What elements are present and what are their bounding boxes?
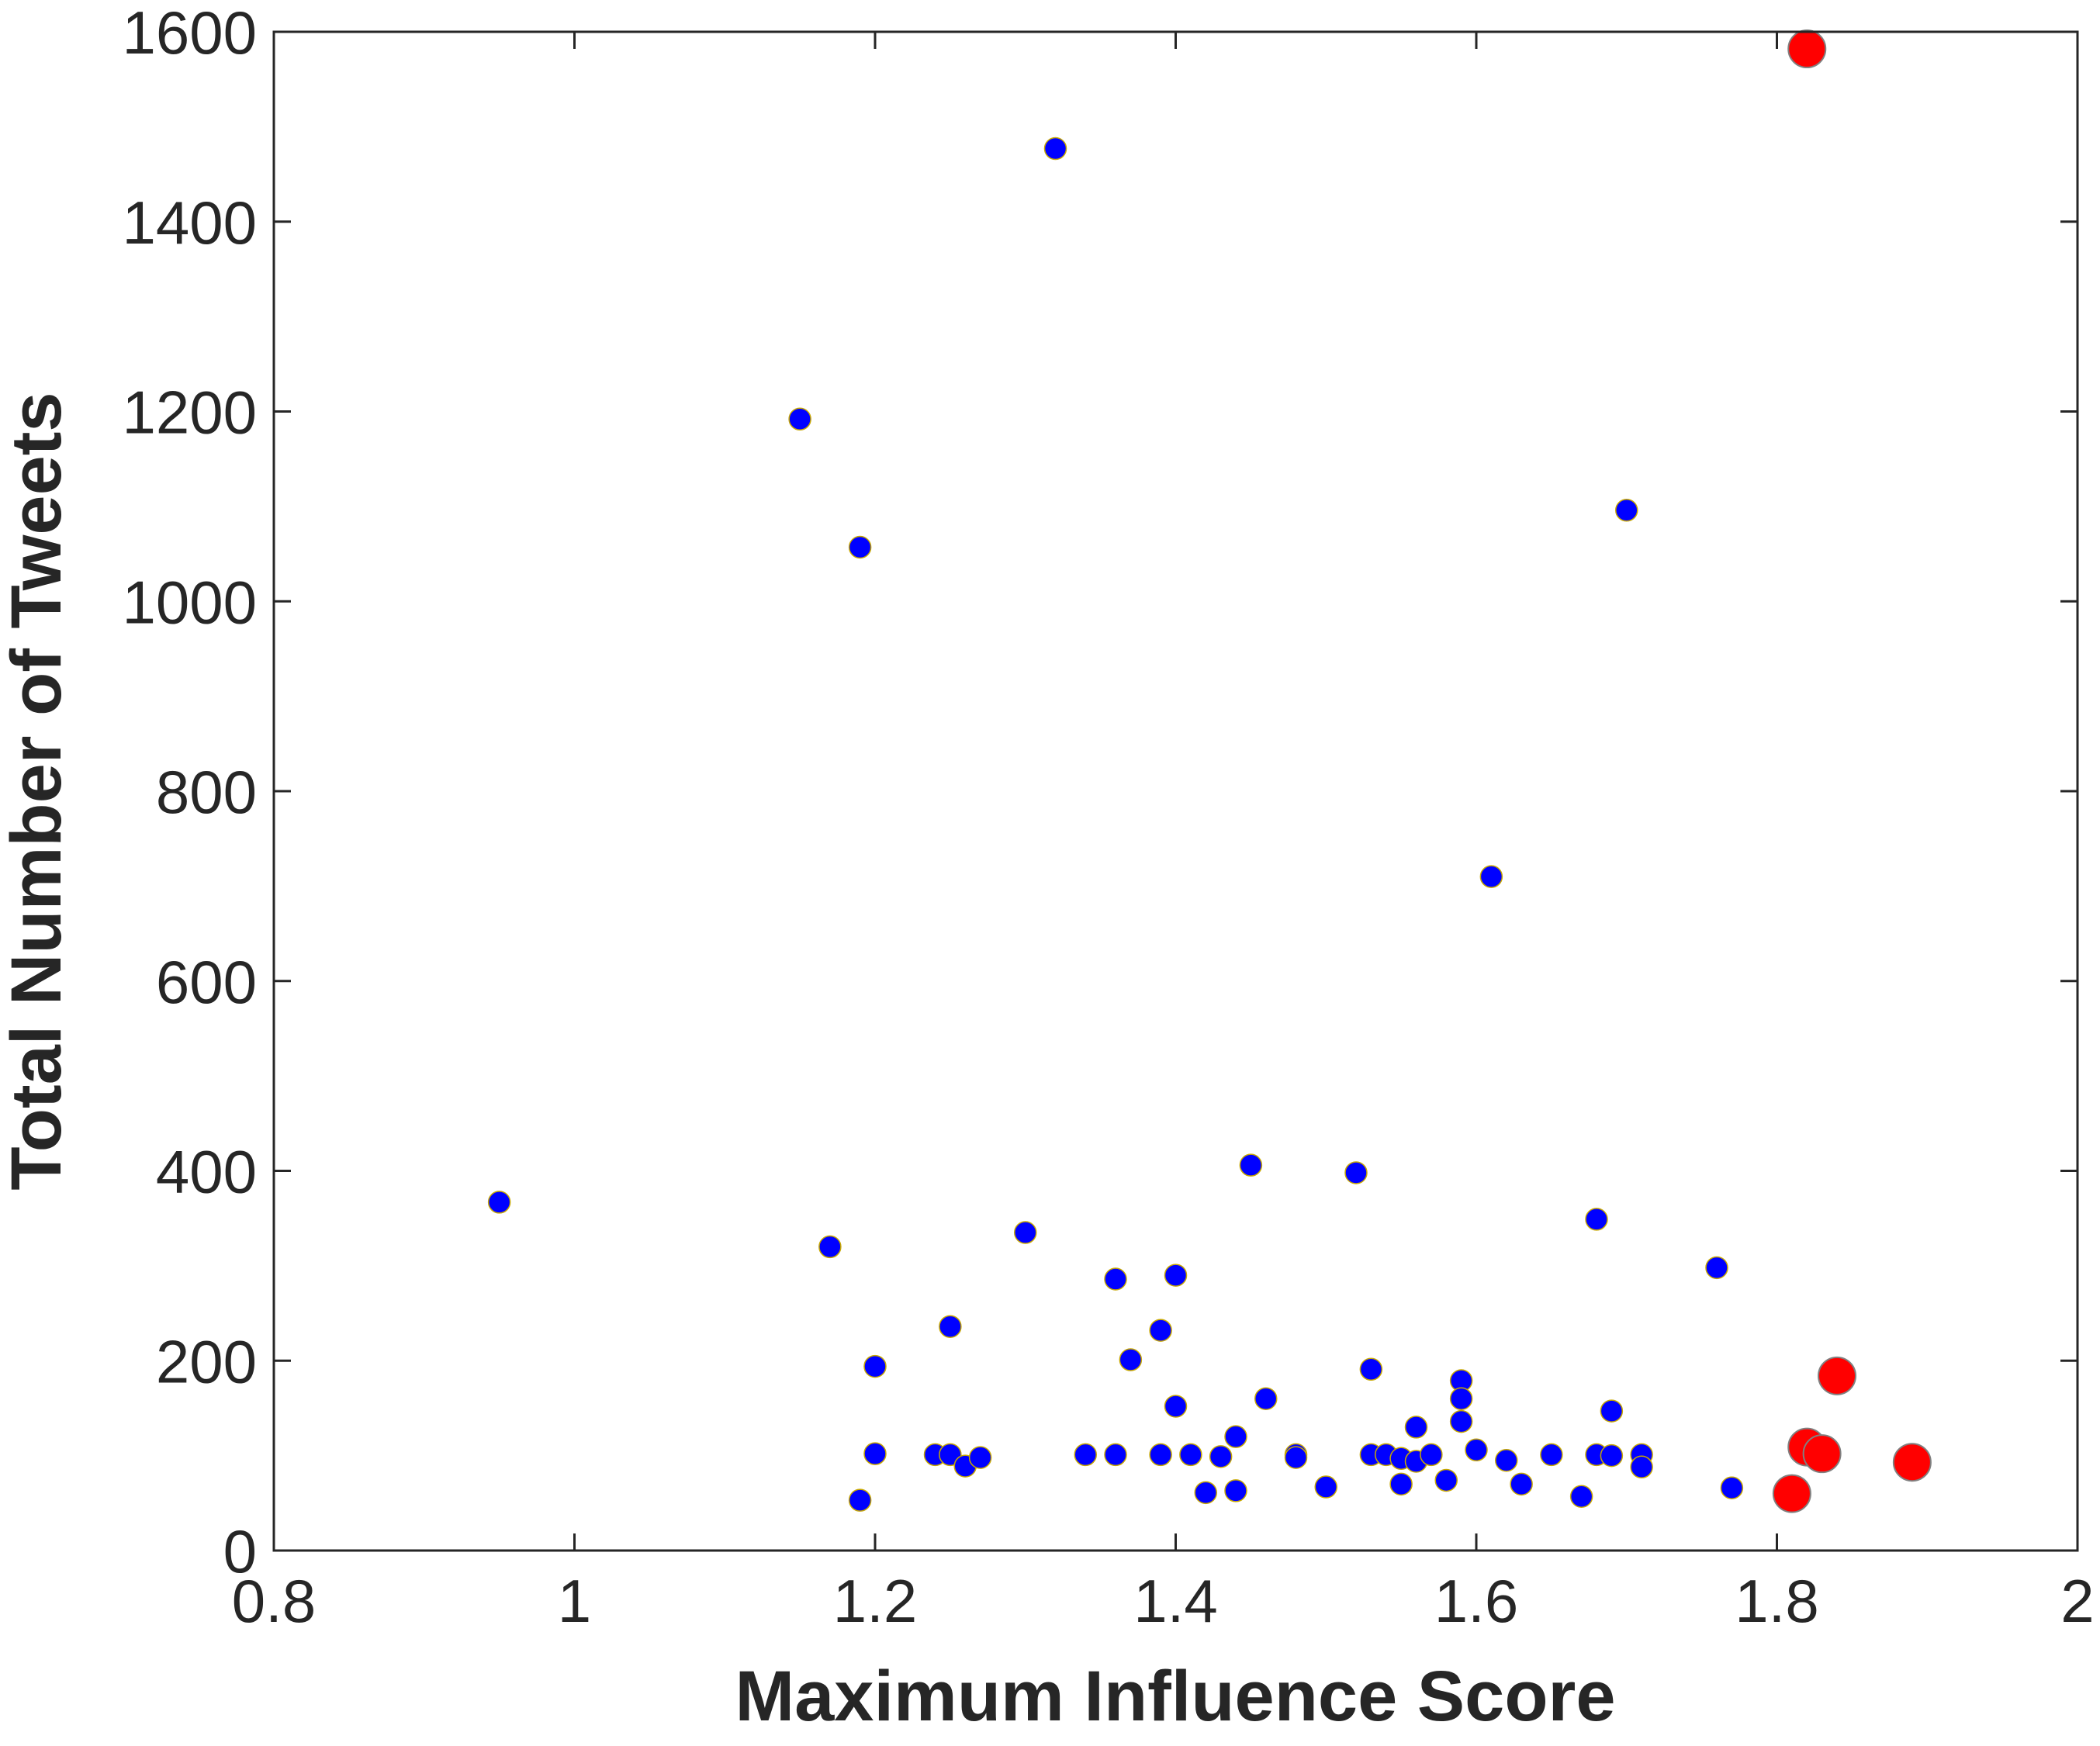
y-tick-label: 800	[156, 758, 257, 826]
data-point-blue	[1600, 1399, 1624, 1423]
data-point-red	[1892, 1443, 1932, 1482]
data-point-blue	[848, 1488, 872, 1512]
x-tick-label: 0.8	[232, 1567, 316, 1635]
y-tick-label: 1400	[122, 188, 257, 257]
data-point-blue	[1495, 1448, 1518, 1472]
data-point-red	[1802, 1434, 1842, 1474]
data-point-blue	[1074, 1443, 1097, 1467]
data-point-blue	[1569, 1485, 1593, 1508]
y-tick-label: 200	[156, 1327, 257, 1395]
data-point-blue	[1164, 1395, 1188, 1418]
data-point-blue	[1630, 1455, 1653, 1479]
x-tick-label: 1.4	[1133, 1567, 1217, 1635]
data-point-blue	[1149, 1319, 1172, 1342]
data-point-blue	[848, 535, 872, 559]
x-tick-label: 1.6	[1434, 1567, 1518, 1635]
data-point-red	[1772, 1474, 1811, 1513]
data-point-blue	[968, 1446, 992, 1469]
data-point-red	[1818, 1356, 1856, 1395]
y-tick-label: 600	[156, 948, 257, 1016]
data-point-blue	[939, 1315, 962, 1338]
data-point-blue	[1043, 137, 1067, 161]
data-point-blue	[487, 1191, 511, 1214]
y-axis-title: Total Number of Tweets	[0, 392, 76, 1190]
data-point-blue	[1314, 1475, 1337, 1499]
data-point-blue	[1720, 1476, 1744, 1499]
data-point-blue	[1149, 1443, 1172, 1467]
data-point-blue	[1209, 1445, 1233, 1468]
tick-labels: 0.8 1 1.2 1.4 1.6 1.8 2 0 200 400 600 800 1000 1200 14…	[122, 0, 2094, 1635]
y-tick-label: 1600	[122, 0, 257, 67]
data-point-blue	[1510, 1472, 1533, 1496]
data-point-blue	[863, 1354, 887, 1378]
data-point-blue	[1239, 1153, 1263, 1177]
data-point-blue	[1254, 1387, 1278, 1410]
plot-area-frame	[272, 30, 2079, 1552]
data-point-red	[1787, 29, 1827, 69]
x-tick-label: 1.2	[833, 1567, 917, 1635]
data-point-blue	[1104, 1267, 1127, 1291]
data-point-blue	[1224, 1425, 1247, 1448]
data-point-blue	[1194, 1481, 1217, 1505]
data-point-blue	[1600, 1443, 1624, 1468]
data-point-blue	[1479, 865, 1503, 888]
y-tick-label: 1200	[122, 379, 257, 447]
data-point-blue	[1119, 1348, 1143, 1371]
data-point-blue	[1284, 1446, 1308, 1469]
data-point-blue	[1449, 1387, 1473, 1410]
x-axis-title: Maximum Influence Score	[735, 1657, 1616, 1736]
x-tick-label: 2	[2060, 1567, 2094, 1635]
data-point-blue	[1104, 1443, 1127, 1467]
data-point-blue	[1465, 1438, 1488, 1462]
data-point-blue	[1420, 1443, 1443, 1467]
data-point-blue	[863, 1442, 887, 1465]
data-point-blue	[1179, 1443, 1202, 1467]
data-points	[487, 29, 1932, 1513]
data-point-blue	[1434, 1468, 1458, 1492]
data-point-blue	[1449, 1409, 1473, 1433]
data-point-blue	[1389, 1472, 1413, 1496]
data-point-blue	[818, 1235, 842, 1259]
x-tick-label: 1.8	[1735, 1567, 1818, 1635]
axis-ticks	[272, 30, 2079, 1552]
data-point-blue	[1014, 1221, 1037, 1244]
data-point-blue	[1359, 1357, 1383, 1381]
data-point-blue	[1540, 1443, 1563, 1467]
data-point-blue	[1705, 1256, 1728, 1280]
data-point-blue	[1404, 1416, 1428, 1439]
y-tick-label: 0	[223, 1517, 257, 1585]
data-point-blue	[1615, 499, 1638, 522]
y-tick-label: 1000	[122, 568, 257, 636]
y-tick-label: 400	[156, 1138, 257, 1206]
data-point-blue	[1164, 1264, 1188, 1287]
data-point-blue	[1585, 1208, 1608, 1231]
data-point-blue	[788, 407, 811, 431]
data-point-blue	[1344, 1161, 1368, 1184]
data-point-blue	[1224, 1479, 1247, 1502]
x-tick-label: 1	[558, 1567, 591, 1635]
